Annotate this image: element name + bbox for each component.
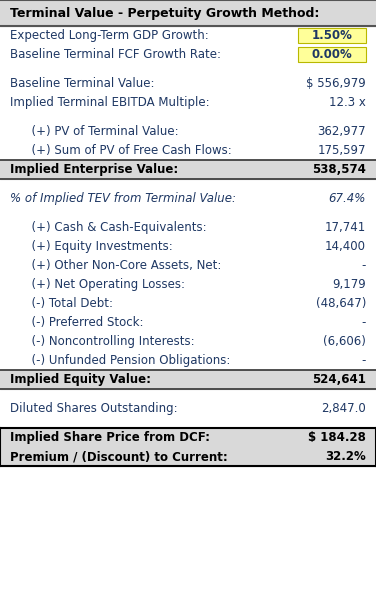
- Text: Implied Share Price from DCF:: Implied Share Price from DCF:: [10, 431, 210, 444]
- Text: (-) Preferred Stock:: (-) Preferred Stock:: [24, 316, 144, 329]
- Text: -: -: [362, 316, 366, 329]
- Text: -: -: [362, 354, 366, 367]
- Text: (+) Net Operating Losses:: (+) Net Operating Losses:: [24, 278, 185, 291]
- Text: Baseline Terminal FCF Growth Rate:: Baseline Terminal FCF Growth Rate:: [10, 48, 221, 61]
- Bar: [0, 428, 376, 447]
- Text: 14,400: 14,400: [325, 240, 366, 253]
- Text: (+) Equity Investments:: (+) Equity Investments:: [24, 240, 173, 253]
- Text: Terminal Value - Perpetuity Growth Method:: Terminal Value - Perpetuity Growth Metho…: [10, 7, 319, 20]
- Text: $ 556,979: $ 556,979: [306, 77, 366, 90]
- Text: (48,647): (48,647): [315, 297, 366, 310]
- Text: (-) Total Debt:: (-) Total Debt:: [24, 297, 113, 310]
- Text: % of Implied TEV from Terminal Value:: % of Implied TEV from Terminal Value:: [10, 192, 236, 205]
- Text: 175,597: 175,597: [317, 144, 366, 157]
- Text: Baseline Terminal Value:: Baseline Terminal Value:: [10, 77, 155, 90]
- Text: 0.00%: 0.00%: [312, 48, 352, 61]
- Text: Implied Enterprise Value:: Implied Enterprise Value:: [10, 163, 178, 176]
- Text: Implied Terminal EBITDA Multiple:: Implied Terminal EBITDA Multiple:: [10, 96, 210, 109]
- Bar: [0, 160, 376, 179]
- Text: 12.3 x: 12.3 x: [329, 96, 366, 109]
- Text: 2,847.0: 2,847.0: [321, 402, 366, 415]
- Text: 17,741: 17,741: [325, 221, 366, 234]
- Bar: [298, 28, 366, 43]
- Text: 538,574: 538,574: [312, 163, 366, 176]
- Text: 1.50%: 1.50%: [312, 29, 352, 42]
- Text: (6,606): (6,606): [323, 335, 366, 348]
- Bar: [0, 447, 376, 466]
- Text: Implied Equity Value:: Implied Equity Value:: [10, 373, 151, 386]
- Text: $ 184.28: $ 184.28: [308, 431, 366, 444]
- Text: 67.4%: 67.4%: [329, 192, 366, 205]
- Text: (+) PV of Terminal Value:: (+) PV of Terminal Value:: [24, 125, 179, 138]
- Text: (+) Cash & Cash-Equivalents:: (+) Cash & Cash-Equivalents:: [24, 221, 207, 234]
- Text: 9,179: 9,179: [332, 278, 366, 291]
- Text: 362,977: 362,977: [317, 125, 366, 138]
- Text: 32.2%: 32.2%: [325, 450, 366, 463]
- Text: Premium / (Discount) to Current:: Premium / (Discount) to Current:: [10, 450, 228, 463]
- Text: Expected Long-Term GDP Growth:: Expected Long-Term GDP Growth:: [10, 29, 209, 42]
- Bar: [0, 370, 376, 389]
- Text: (-) Unfunded Pension Obligations:: (-) Unfunded Pension Obligations:: [24, 354, 230, 367]
- Text: (+) Other Non-Core Assets, Net:: (+) Other Non-Core Assets, Net:: [24, 259, 221, 272]
- Bar: [0, 0, 376, 26]
- Bar: [298, 47, 366, 62]
- Text: (-) Noncontrolling Interests:: (-) Noncontrolling Interests:: [24, 335, 195, 348]
- Text: 524,641: 524,641: [312, 373, 366, 386]
- Text: -: -: [362, 259, 366, 272]
- Text: (+) Sum of PV of Free Cash Flows:: (+) Sum of PV of Free Cash Flows:: [24, 144, 232, 157]
- Text: Diluted Shares Outstanding:: Diluted Shares Outstanding:: [10, 402, 177, 415]
